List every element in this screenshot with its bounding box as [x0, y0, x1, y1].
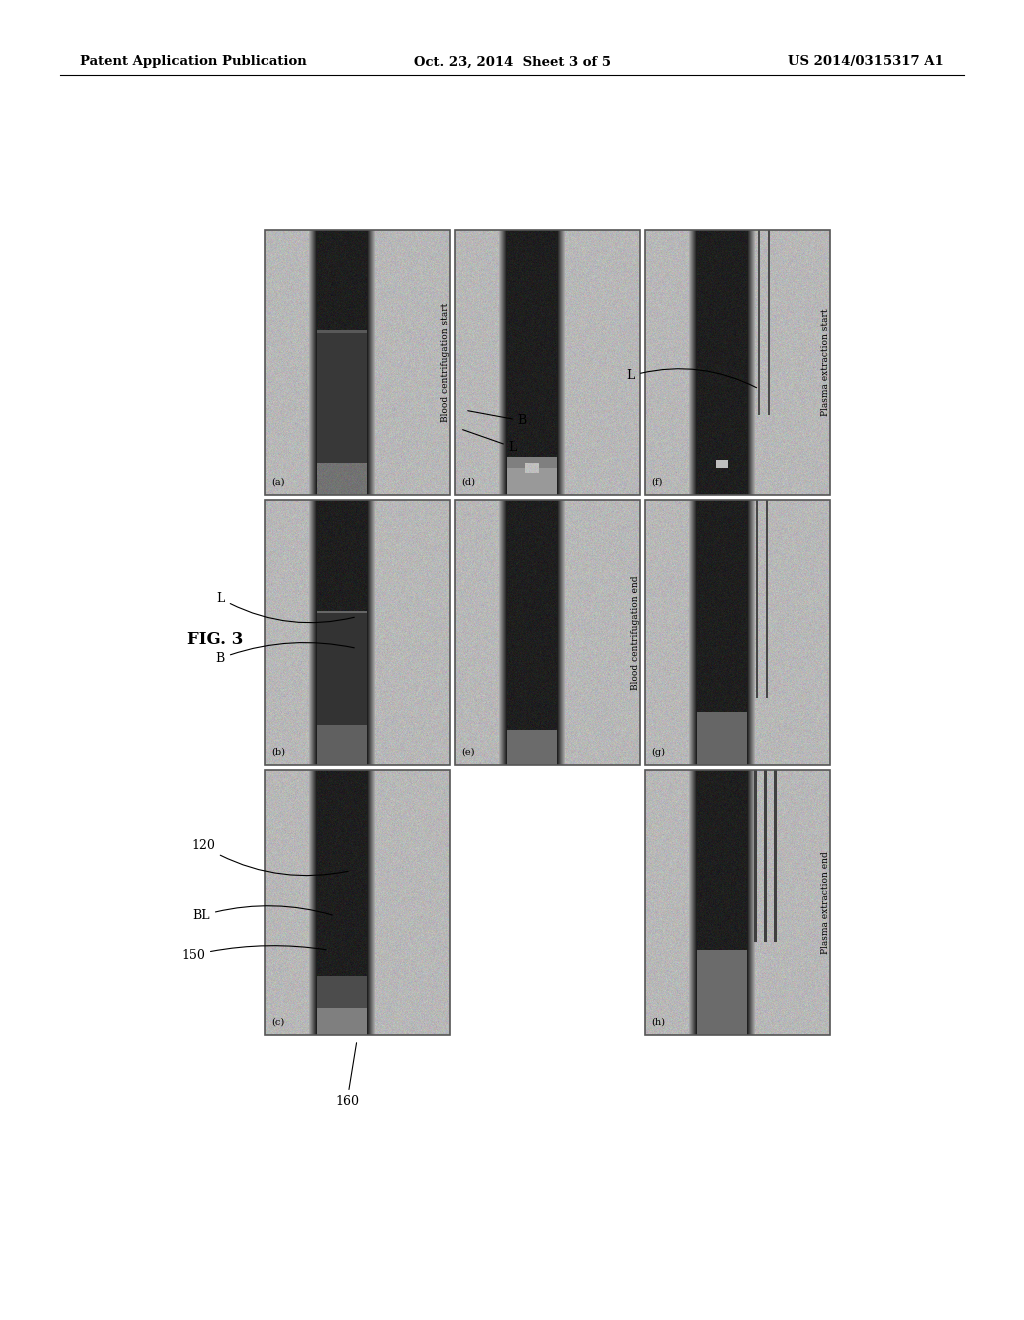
Bar — [265, 770, 450, 1035]
Text: 120: 120 — [191, 840, 348, 875]
Text: FIG. 3: FIG. 3 — [186, 631, 243, 648]
Text: (e): (e) — [461, 748, 474, 756]
Text: L: L — [463, 430, 517, 454]
Text: Plasma extraction start: Plasma extraction start — [821, 309, 830, 416]
Text: (g): (g) — [651, 748, 665, 756]
Text: Patent Application Publication: Patent Application Publication — [80, 55, 307, 69]
Text: (d): (d) — [461, 478, 475, 487]
Text: Blood centrifugation end: Blood centrifugation end — [632, 576, 640, 690]
Text: (f): (f) — [651, 478, 663, 487]
Bar — [455, 500, 640, 766]
Text: Blood centrifugation start: Blood centrifugation start — [441, 302, 451, 422]
Text: Oct. 23, 2014  Sheet 3 of 5: Oct. 23, 2014 Sheet 3 of 5 — [414, 55, 610, 69]
Text: (a): (a) — [271, 478, 285, 487]
Bar — [645, 770, 830, 1035]
Bar — [265, 500, 450, 766]
Bar — [265, 230, 450, 495]
Text: B: B — [216, 643, 354, 665]
Text: L: L — [217, 593, 354, 623]
Text: Plasma extraction end: Plasma extraction end — [821, 851, 830, 954]
Text: (b): (b) — [271, 748, 285, 756]
Text: 150: 150 — [181, 945, 327, 962]
Text: 160: 160 — [335, 1043, 359, 1107]
Text: B: B — [468, 411, 527, 428]
Text: BL: BL — [193, 906, 333, 923]
Text: (c): (c) — [271, 1018, 285, 1027]
Text: L: L — [627, 368, 757, 388]
Text: US 2014/0315317 A1: US 2014/0315317 A1 — [788, 55, 944, 69]
Bar — [645, 500, 830, 766]
Bar — [455, 230, 640, 495]
Text: (h): (h) — [651, 1018, 665, 1027]
Bar — [645, 230, 830, 495]
